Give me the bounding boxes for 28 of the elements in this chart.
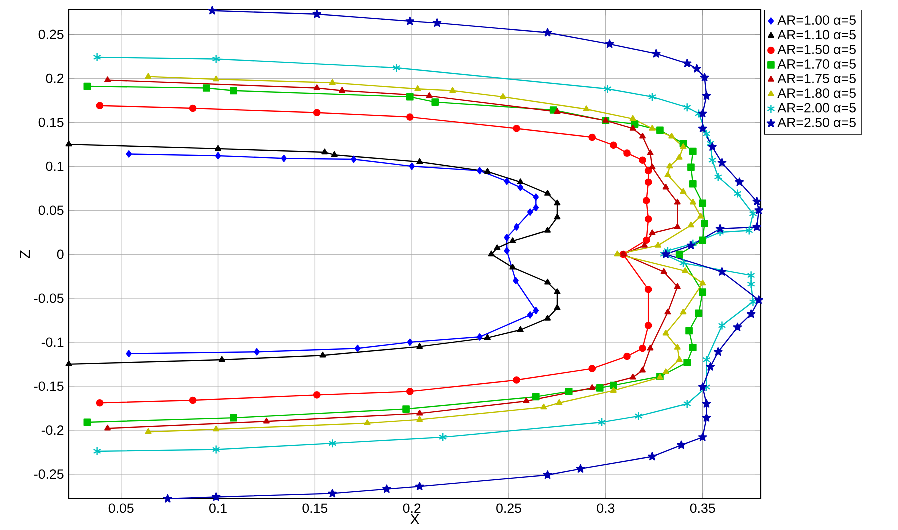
y-tick-label: 0.1 bbox=[46, 162, 64, 172]
y-tick-label: -0.25 bbox=[34, 470, 64, 480]
legend-label: AR=1.75 α=5 bbox=[778, 74, 856, 84]
legend-label: AR=1.70 α=5 bbox=[778, 60, 856, 69]
legend-label: AR=2.00 α=5 bbox=[778, 103, 856, 113]
x-axis-title: X bbox=[410, 514, 420, 524]
y-tick-label: -0.1 bbox=[42, 338, 64, 348]
legend-label: AR=1.80 α=5 bbox=[778, 88, 856, 98]
y-tick-label: -0.05 bbox=[34, 294, 64, 304]
legend-label: AR=1.50 α=5 bbox=[778, 44, 856, 54]
y-tick-label: -0.2 bbox=[42, 426, 64, 436]
y-tick-label: 0.05 bbox=[38, 206, 64, 216]
y-tick-label: 0.15 bbox=[38, 118, 64, 128]
y-tick-label: 0.25 bbox=[38, 30, 64, 40]
y-axis-title: Z bbox=[20, 250, 30, 259]
x-tick-label: 0.2 bbox=[403, 504, 421, 514]
legend-label: AR=1.10 α=5 bbox=[778, 30, 856, 40]
x-tick-label: 0.35 bbox=[690, 504, 716, 514]
x-tick-label: 0.3 bbox=[597, 504, 615, 514]
x-tick-label: 0.1 bbox=[210, 504, 227, 514]
x-tick-label: 0.05 bbox=[108, 504, 134, 514]
y-tick-label: 0 bbox=[57, 250, 64, 260]
y-tick-label: -0.15 bbox=[34, 382, 64, 392]
x-tick-label: 0.15 bbox=[302, 504, 328, 514]
x-tick-label: 0.25 bbox=[496, 504, 522, 514]
y-tick-label: 0.2 bbox=[46, 74, 64, 84]
legend-label: AR=2.50 α=5 bbox=[778, 118, 856, 128]
legend-label: AR=1.00 α=5 bbox=[778, 16, 856, 26]
